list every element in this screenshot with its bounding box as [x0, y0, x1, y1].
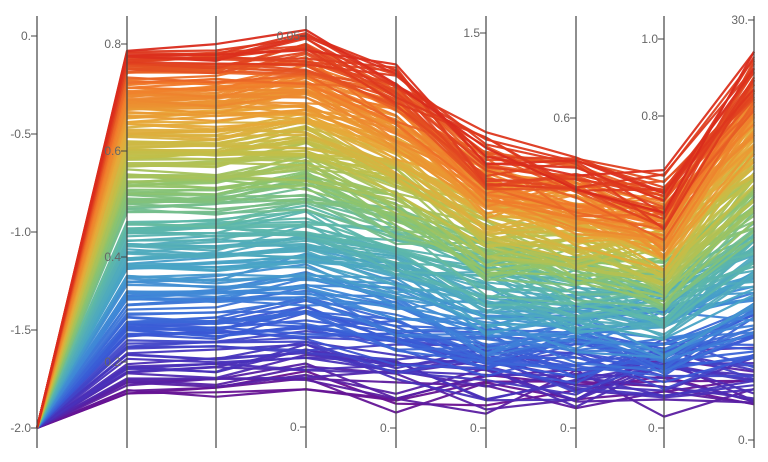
axis-7-tick-label-1: 0.8: [641, 109, 658, 123]
axis-7-tick-label-2: 0.: [648, 421, 658, 435]
axis-1-tick-label-2: 0.4: [104, 250, 121, 264]
axis-0-tick-label-1: -0.5: [10, 127, 31, 141]
axis-1-tick-label-0: 0.8: [104, 37, 121, 51]
axis-6-tick-label-0: 0.6: [553, 111, 570, 125]
axis-1-tick-label-3: 0.2: [104, 355, 121, 369]
axis-3-tick-label-0: 0.05: [277, 29, 301, 43]
axis-3-tick-label-1: 0.: [290, 420, 300, 434]
axis-0-tick-label-2: -1.0: [10, 225, 31, 239]
axis-6-tick-label-1: 0.: [560, 421, 570, 435]
axis-7-tick-label-0: 1.0: [641, 32, 658, 46]
axes: 0. -0.5 -1.0 -1.5 -2.0 0.8 0.6 0.4 0.2 0.05 0. 0. 1.…: [10, 13, 755, 448]
axis-0-tick-label-0: 0.: [21, 29, 31, 43]
axis-5-tick-label-0: 1.5: [463, 26, 480, 40]
axis-8-tick-label-1: 0.: [738, 433, 748, 447]
axis-0-tick-label-4: -2.0: [10, 421, 31, 435]
axis-8-tick-label-0: 30.: [731, 13, 748, 27]
axis-4-tick-label-0: 0.: [380, 421, 390, 435]
axis-0-tick-label-3: -1.5: [10, 323, 31, 337]
axis-5-tick-label-1: 0.: [470, 421, 480, 435]
axis-1-tick-label-1: 0.6: [104, 144, 121, 158]
